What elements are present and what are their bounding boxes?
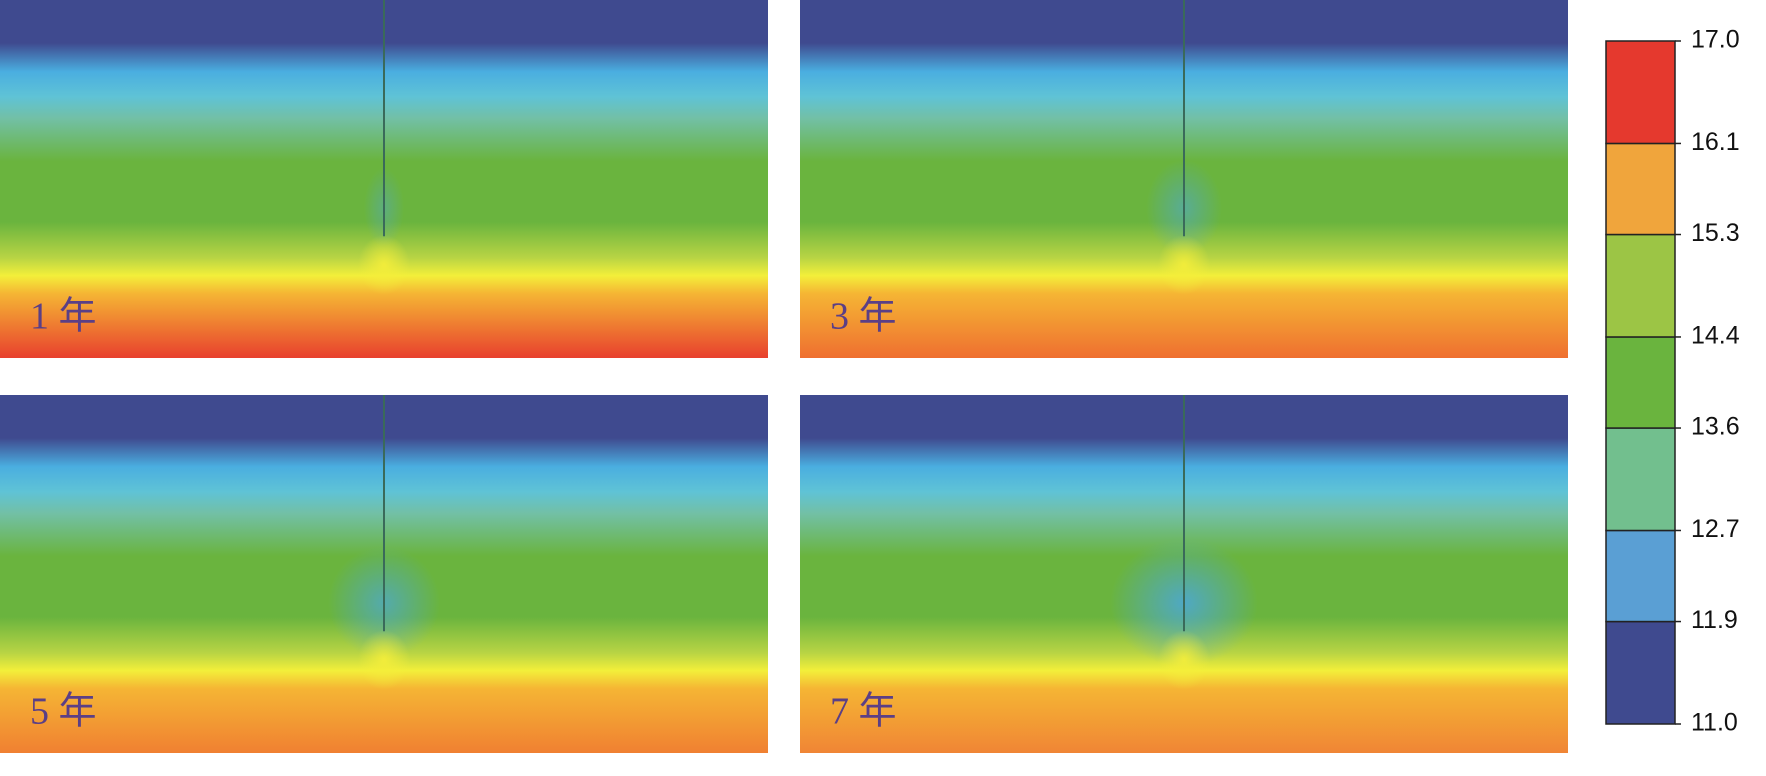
panel-label: 1 年 bbox=[30, 296, 97, 338]
warm-zone bbox=[358, 629, 410, 690]
panel-label: 3 年 bbox=[830, 296, 897, 338]
colorbar-bin bbox=[1605, 40, 1676, 145]
colorbar-bin bbox=[1605, 427, 1676, 532]
panel: 3 年 bbox=[800, 0, 1568, 358]
tick-label: 17.0 bbox=[1691, 26, 1740, 54]
tick-label: 11.0 bbox=[1691, 709, 1738, 737]
warm-zone bbox=[1158, 234, 1210, 295]
panel: 7 年 bbox=[800, 395, 1568, 753]
colorbar-bin bbox=[1605, 336, 1676, 429]
colorbar-bin bbox=[1605, 233, 1676, 338]
tick-label: 12.7 bbox=[1691, 515, 1740, 543]
tick-label: 15.3 bbox=[1691, 219, 1740, 247]
tick-label: 11.9 bbox=[1691, 606, 1738, 634]
tick-label: 16.1 bbox=[1691, 128, 1740, 156]
warm-zone bbox=[358, 234, 410, 295]
panel-label: 5 年 bbox=[30, 691, 97, 733]
tick-label: 13.6 bbox=[1691, 413, 1740, 441]
warm-zone bbox=[1158, 629, 1210, 690]
colorbar-bin bbox=[1605, 529, 1676, 623]
panel: 1 年 bbox=[0, 0, 768, 358]
colorbar-bin bbox=[1605, 620, 1676, 725]
panel: 5 年 bbox=[0, 395, 768, 753]
tick-label: 14.4 bbox=[1691, 322, 1740, 350]
panel-label: 7 年 bbox=[830, 691, 897, 733]
colorbar-bin bbox=[1605, 142, 1676, 236]
